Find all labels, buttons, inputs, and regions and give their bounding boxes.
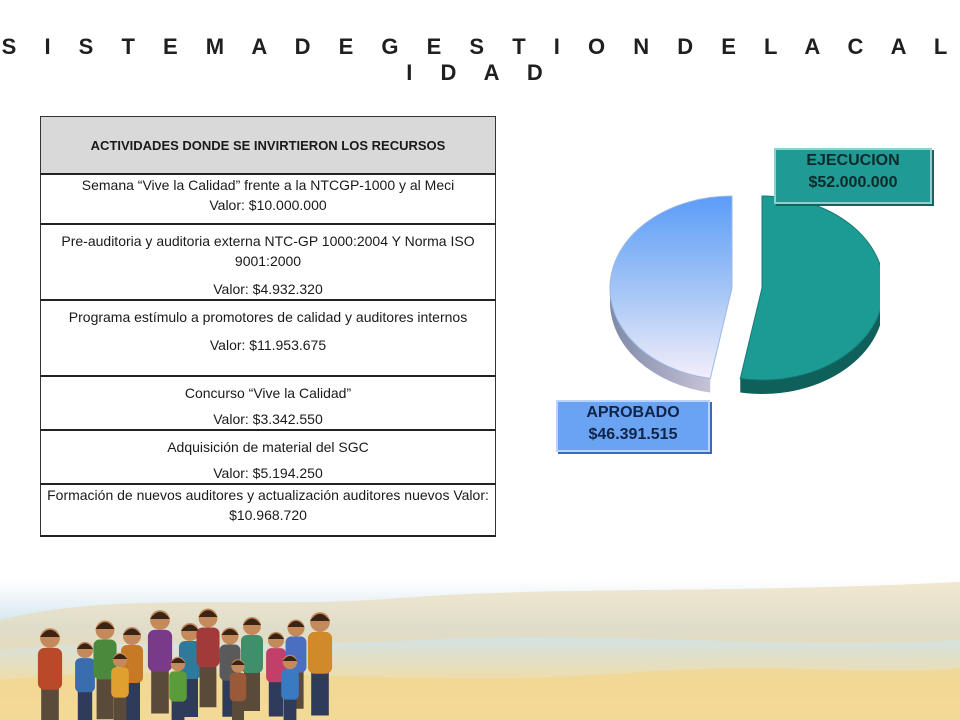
budget-pie-chart [609,195,880,394]
activity-value: Valor: $4.932.320 [213,281,323,297]
person-figure [307,612,333,716]
activity-text: Concurso “Vive la Calidad” [184,385,352,401]
activities-header: ACTIVIDADES DONDE SE INVIRTIERON LOS REC… [40,116,496,175]
person-figure [219,627,241,717]
person-figure [75,641,95,720]
person-figure [169,656,187,720]
activity-value: Valor: $3.342.550 [213,411,323,427]
ejecucion-data-label: EJECUCION $52.000.000 [774,148,932,204]
pie-slice-ejecucion [739,195,880,381]
activity-value: Valor: $10.000.000 [209,197,327,213]
activity-row: Concurso “Vive la Calidad” Valor: $3.342… [40,375,496,431]
person-figure [111,652,129,720]
pie-slice-aprobado [609,195,733,380]
person-figure [266,631,286,717]
person-figure [229,659,247,720]
activity-text: Pre-auditoria y auditoria externa NTC-GP… [61,233,475,269]
activity-text: Programa estímulo a promotores de calida… [68,309,468,325]
people-illustration [0,580,960,720]
person-figure [147,610,173,714]
person-figure [93,620,117,720]
pie-slice-side-aprobado [610,288,711,393]
activity-row: Programa estímulo a promotores de calida… [40,299,496,377]
activities-table: ACTIVIDADES DONDE SE INVIRTIERON LOS REC… [40,116,496,537]
activity-row: Pre-auditoria y auditoria externa NTC-GP… [40,223,496,301]
person-figure [241,617,263,711]
activity-text: Semana “Vive la Calidad” frente a la NTC… [81,177,455,193]
person-figure [196,608,220,708]
aprobado-data-label: APROBADO $46.391.515 [556,400,710,452]
slide-title: S I S T E M A D E G E S T I O N D E L A … [1,34,959,85]
activity-value: Valor: $11.953.675 [209,337,327,353]
activity-value: Valor: $5.194.250 [213,465,323,481]
activity-text: Formación de nuevos auditores y actualiz… [47,487,450,503]
pie-slice-side-ejecucion [740,311,880,394]
activity-text: Adquisición de material del SGC [167,439,369,455]
activity-row: Semana “Vive la Calidad” frente a la NTC… [40,173,496,225]
person-figure [37,628,63,720]
person-figure [281,654,299,720]
activity-value: Valor: $10.968.720 [229,487,489,523]
activity-row: Formación de nuevos auditores y actualiz… [40,483,496,537]
activity-row: Adquisición de material del SGC Valor: $… [40,429,496,485]
